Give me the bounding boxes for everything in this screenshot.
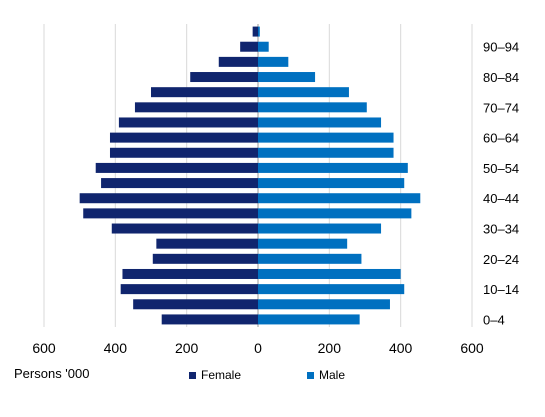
male-bar [258, 102, 367, 113]
y-tick-label: 30–34 [483, 222, 519, 237]
legend-female-swatch [189, 371, 196, 379]
male-bar [258, 253, 362, 264]
female-bar [190, 72, 258, 83]
female-bar [111, 223, 259, 234]
female-bar [133, 299, 258, 310]
female-bar [101, 178, 258, 189]
female-bar [151, 87, 258, 98]
male-bar [258, 208, 412, 219]
female-bar [218, 56, 258, 67]
y-tick-label: 0–4 [483, 312, 505, 327]
legend-female: Female [189, 368, 241, 382]
unit-label: Persons '000 [14, 366, 90, 381]
y-tick-label: 40–44 [483, 191, 519, 206]
female-bar [122, 268, 258, 279]
y-tick-label: 60–64 [483, 131, 519, 146]
female-bar [161, 314, 258, 325]
x-tick-label: 0 [254, 340, 262, 356]
y-tick-label: 20–24 [483, 252, 519, 267]
x-tick-label: 400 [104, 340, 128, 356]
male-bar [258, 223, 382, 234]
female-bar [109, 132, 258, 143]
legend-male-label: Male [319, 368, 346, 382]
x-tick-labels: 600 400 200 0 200 400 600 [32, 340, 484, 356]
x-tick-label: 600 [32, 340, 56, 356]
y-tick-labels: 0–4 10–14 20–24 30–34 40–44 50–54 60–64 70–74 80… [483, 40, 519, 328]
female-bar [120, 284, 258, 295]
y-tick-label: 10–14 [483, 282, 519, 297]
male-bar [258, 299, 390, 310]
y-tick-label: 90–94 [483, 40, 519, 55]
y-tick-label: 80–84 [483, 70, 519, 85]
female-bar [152, 253, 258, 264]
male-bar [258, 162, 408, 173]
male-bar [258, 314, 360, 325]
female-bar [252, 26, 258, 37]
male-bar [258, 268, 401, 279]
bars [79, 26, 421, 325]
female-bar [118, 117, 259, 128]
female-bar [109, 147, 258, 158]
female-bar [95, 162, 258, 173]
male-bar [258, 72, 316, 83]
x-tick-label: 200 [175, 340, 199, 356]
female-bar [83, 208, 258, 219]
y-tick-label: 50–54 [483, 161, 519, 176]
male-bar [258, 178, 405, 189]
x-tick-label: 200 [318, 340, 342, 356]
gridlines [43, 24, 473, 327]
legend-male-swatch [307, 371, 314, 379]
male-bar [258, 56, 289, 67]
legend-male: Male [307, 368, 345, 382]
female-bar [134, 102, 258, 113]
male-bar [258, 147, 394, 158]
x-tick-label: 400 [389, 340, 413, 356]
female-bar [79, 193, 259, 204]
legend-female-label: Female [201, 368, 242, 382]
male-bar [258, 26, 260, 37]
male-bar [258, 193, 421, 204]
female-bar [156, 238, 258, 249]
x-tick-label: 600 [460, 340, 484, 356]
male-bar [258, 117, 382, 128]
male-bar [258, 41, 269, 52]
male-bar [258, 132, 394, 143]
y-tick-label: 70–74 [483, 100, 519, 115]
female-bar [240, 41, 258, 52]
male-bar [258, 238, 348, 249]
male-bar [258, 87, 349, 98]
male-bar [258, 284, 405, 295]
